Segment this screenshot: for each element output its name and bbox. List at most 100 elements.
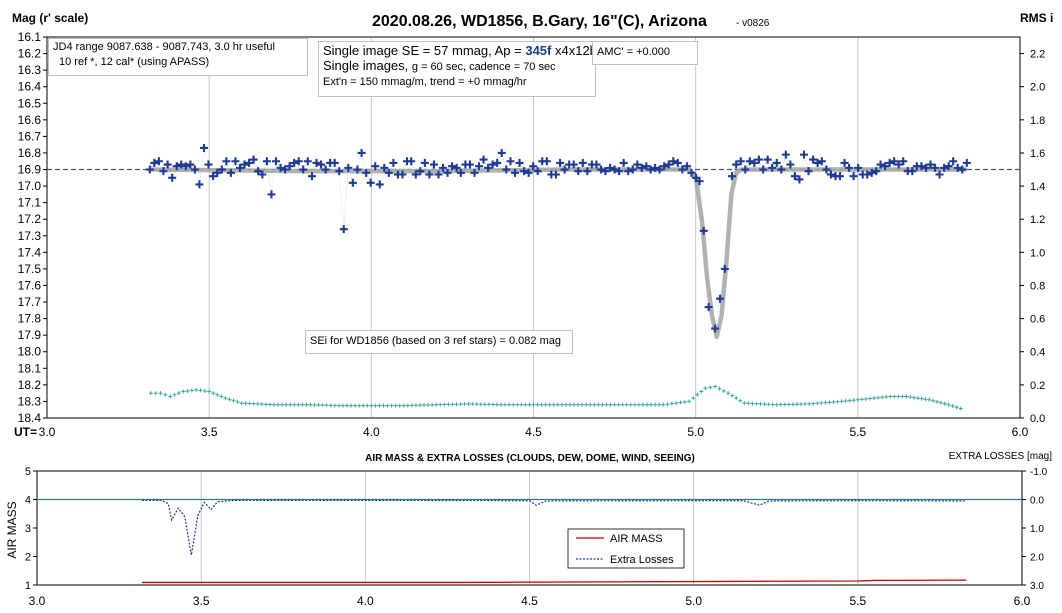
- rms-point: [373, 403, 378, 408]
- magnitude-point: [226, 168, 235, 177]
- magnitude-point: [958, 165, 967, 174]
- se-line1: Single image SE = 57 mmag, Ap = 345f x4x…: [323, 43, 604, 58]
- rms-point: [397, 403, 402, 408]
- magnitude-point: [452, 163, 461, 172]
- rms-point: [867, 396, 872, 401]
- lower-y-tick-label: 2: [25, 552, 31, 564]
- rms-point: [458, 402, 463, 407]
- upper-y-tick-label: 17.3: [18, 229, 42, 243]
- rms-point: [900, 394, 905, 399]
- magnitude-point: [754, 155, 763, 164]
- rms-point: [904, 394, 909, 399]
- rms-point: [708, 385, 713, 390]
- magnitude-point: [258, 170, 267, 179]
- magnitude-point: [299, 165, 308, 174]
- magnitude-point: [790, 172, 799, 181]
- upper-y-tick-label: 18.4: [18, 411, 42, 425]
- magnitude-point: [240, 160, 249, 169]
- rms-point: [790, 402, 795, 407]
- magnitude-point: [944, 162, 953, 171]
- rms-point: [843, 399, 848, 404]
- rms-point: [255, 401, 260, 406]
- legend-extra-losses-label: Extra Losses: [610, 554, 674, 566]
- rms-point: [674, 401, 679, 406]
- upper-y-tick-label: 16.3: [18, 63, 42, 77]
- magnitude-point: [813, 158, 822, 167]
- magnitude-point: [209, 172, 218, 181]
- magnitude-point: [804, 167, 813, 176]
- rms-point: [308, 402, 313, 407]
- magnitude-point: [294, 157, 303, 166]
- upper-x-tick-label: 6.0: [1012, 425, 1029, 439]
- magnitude-point: [475, 162, 484, 171]
- rms-point: [486, 402, 491, 407]
- magnitude-point: [854, 163, 863, 172]
- se-line1-suffix: x4x12b3: [551, 43, 605, 58]
- magnitude-point: [664, 160, 673, 169]
- rms-point: [272, 402, 277, 407]
- rms-point: [417, 403, 422, 408]
- upper-y-tick-label: 16.6: [18, 113, 42, 127]
- magnitude-point: [642, 162, 651, 171]
- rms-point: [207, 389, 212, 394]
- magnitude-point: [695, 177, 704, 186]
- lower-x-tick-label: 5.5: [849, 594, 866, 608]
- rms-point: [754, 401, 759, 406]
- legend-box: [567, 528, 685, 569]
- rms-point: [422, 403, 427, 408]
- rms-point: [782, 402, 787, 407]
- upper-y2-tick-label: 0.4: [1030, 347, 1045, 359]
- rms-point: [799, 402, 804, 407]
- y2-axis-title: RMS i: [1020, 11, 1053, 25]
- upper-y2-tick-label: 2.0: [1030, 82, 1045, 94]
- rms-point: [470, 402, 475, 407]
- rms-point: [884, 394, 889, 399]
- magnitude-point: [777, 165, 786, 174]
- upper-y-tick-label: 17.4: [18, 245, 42, 259]
- rms-point: [450, 402, 455, 407]
- rms-point: [657, 402, 662, 407]
- magnitude-point: [217, 165, 226, 174]
- magnitude-point: [637, 163, 646, 172]
- rms-point: [385, 403, 390, 408]
- magnitude-point: [407, 157, 416, 166]
- legend-air-mass-label: AIR MASS: [610, 533, 663, 545]
- rms-point: [312, 402, 317, 407]
- rms-point: [316, 403, 321, 408]
- lower-x-tick-label: 4.5: [521, 594, 538, 608]
- upper-x-tick-label: 3.0: [39, 425, 56, 439]
- rms-point: [620, 402, 625, 407]
- rms-point: [163, 392, 168, 397]
- magnitude-point: [556, 158, 565, 167]
- se-line3: Ext'n = 150 mmag/m, trend = +0 mmag/hr: [323, 76, 527, 88]
- transit-model-curve: [148, 167, 968, 340]
- rms-point: [567, 402, 572, 407]
- rms-point: [543, 402, 548, 407]
- rms-point: [515, 402, 520, 407]
- rms-point: [908, 395, 913, 400]
- rms-point: [950, 403, 955, 408]
- magnitude-point: [195, 180, 204, 189]
- upper-y-tick-label: 16.2: [18, 47, 42, 61]
- rms-point: [946, 402, 951, 407]
- lower-x-tick-label: 6.0: [1014, 594, 1031, 608]
- rms-point: [839, 399, 844, 404]
- magnitude-point: [786, 160, 795, 169]
- rms-point: [304, 402, 309, 407]
- rms-point: [774, 402, 779, 407]
- rms-point: [365, 403, 370, 408]
- lower-y2-tick-label: 3.0: [1030, 581, 1044, 592]
- magnitude-point: [515, 158, 524, 167]
- upper-x-tick-label: 5.0: [687, 425, 704, 439]
- rms-point: [393, 403, 398, 408]
- se-line1-text: Single image SE = 57 mmag, Ap =: [323, 43, 526, 58]
- rms-point: [919, 396, 924, 401]
- lower-chart-title: AIR MASS & EXTRA LOSSES (CLOUDS, DEW, DO…: [365, 453, 695, 464]
- magnitude-point: [213, 168, 222, 177]
- upper-y2-tick-label: 0.8: [1030, 280, 1045, 292]
- rms-point: [703, 386, 708, 391]
- lower-y2-tick-label: 1.0: [1030, 524, 1044, 535]
- magnitude-point: [254, 167, 263, 176]
- magnitude-point: [204, 160, 213, 169]
- rms-point: [896, 394, 901, 399]
